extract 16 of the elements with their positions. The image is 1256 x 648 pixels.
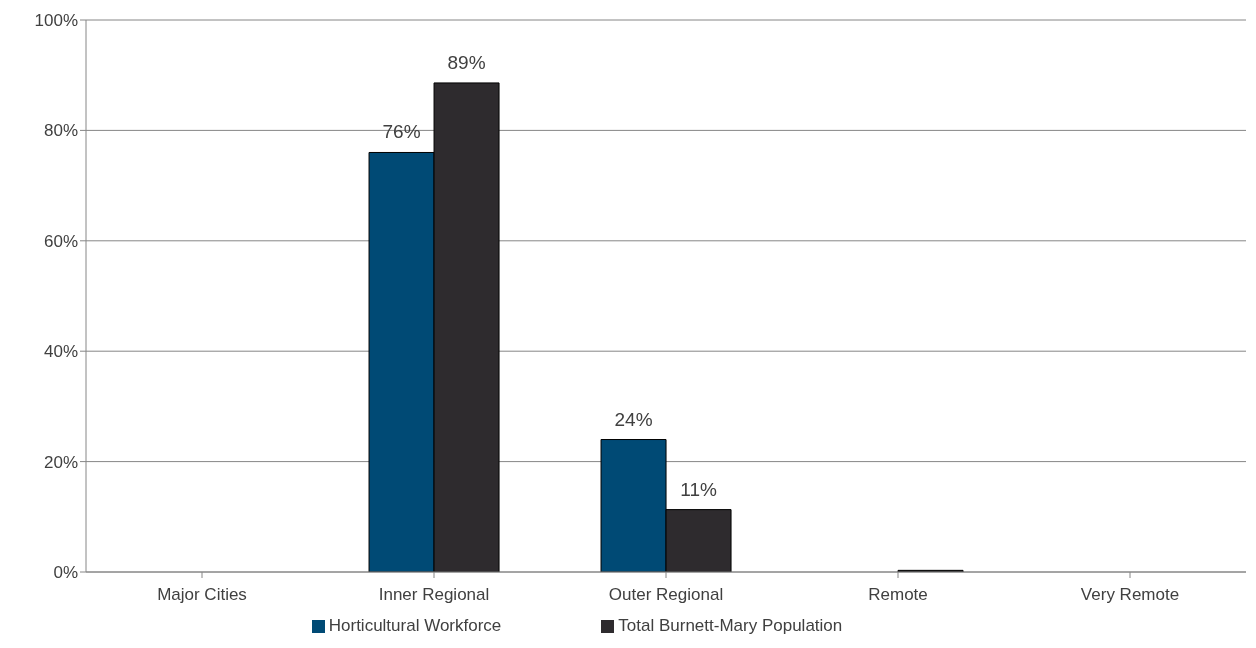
y-tick-label: 20% xyxy=(43,452,78,472)
legend-label: Horticultural Workforce xyxy=(328,616,502,635)
y-tick-label: 40% xyxy=(43,342,78,362)
legend-label: Total Burnett-Mary Population xyxy=(618,616,843,635)
y-tick-label: 60% xyxy=(43,231,78,251)
data-label: 11% xyxy=(680,478,717,500)
x-tick-label: Outer Regional xyxy=(608,585,724,605)
data-label: 24% xyxy=(614,408,653,430)
y-tick-label: 80% xyxy=(43,121,78,141)
x-tick-label: Remote xyxy=(868,585,928,605)
x-tick-label: Major Cities xyxy=(157,585,247,605)
data-label: 89% xyxy=(447,51,486,73)
y-tick-label: 100% xyxy=(34,11,78,31)
y-tick-label: 0% xyxy=(53,563,78,583)
x-tick-label: Very Remote xyxy=(1080,585,1180,605)
x-tick-label: Inner Regional xyxy=(378,585,490,605)
